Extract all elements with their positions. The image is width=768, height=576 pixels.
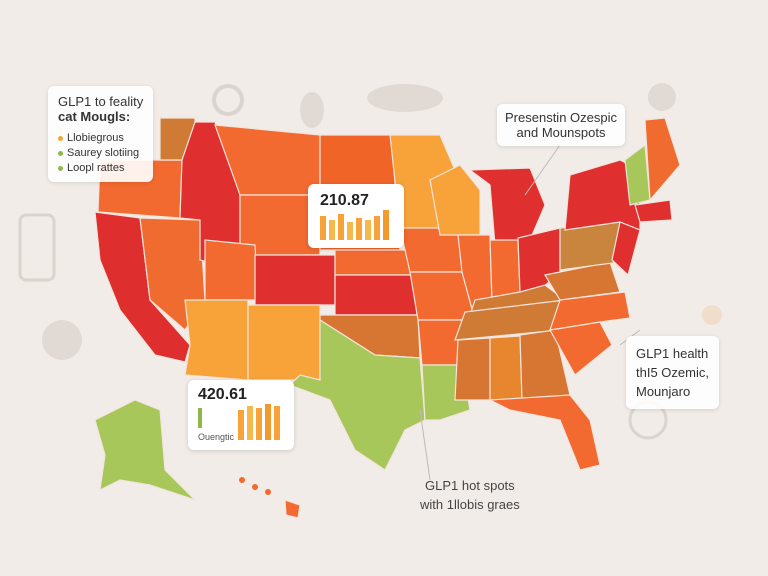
stat-card: 210.87 — [308, 184, 404, 248]
state — [489, 239, 521, 301]
state — [468, 167, 546, 246]
stat-card: 420.61 Ouengtic — [188, 380, 294, 450]
legend-title: cat Mougls: — [58, 109, 131, 124]
decor-icons — [18, 83, 722, 440]
mini-bars — [320, 210, 389, 240]
stat-value: 210.87 — [320, 192, 369, 209]
legend-label: Saurey slotiing — [67, 147, 140, 159]
mini-bars — [198, 404, 280, 440]
state — [644, 117, 681, 202]
legend-box: GLP1 to feality cat Mougls: Llobiegrous … — [48, 86, 154, 182]
legend-item: Saurey slotiing — [58, 147, 143, 159]
callout-line: GLP1 health — [636, 346, 709, 361]
legend-label: Llobiegrous — [67, 132, 124, 144]
state — [624, 143, 651, 206]
state — [94, 399, 196, 501]
callout: Presenstin Ozespic and Mounspots — [497, 104, 625, 146]
stat-label: Ouengtic — [198, 432, 235, 442]
state — [611, 221, 641, 277]
state — [204, 239, 259, 301]
state — [288, 318, 426, 471]
caption-line: with 1llobis graes — [420, 497, 520, 512]
callout: GLP1 health thI5 Ozemic, Mounjaro — [626, 336, 719, 409]
state — [239, 477, 245, 483]
state — [184, 299, 249, 381]
legend-item: Llobiegrous — [58, 132, 143, 144]
state — [429, 164, 481, 236]
callout-line: Presenstin Ozespic — [505, 110, 617, 125]
legend-title: GLP1 to feality — [58, 94, 144, 109]
state — [454, 337, 491, 401]
state — [247, 304, 321, 381]
caption: GLP1 hot spots with 1llobis graes — [420, 476, 520, 514]
legend-item: Loopl rattes — [58, 162, 143, 174]
caption-line: GLP1 hot spots — [425, 478, 515, 493]
state — [265, 489, 271, 495]
state — [487, 394, 601, 471]
callout-line: thI5 Ozemic, — [636, 365, 709, 380]
states — [94, 117, 681, 519]
state — [334, 274, 419, 316]
legend-label: Loopl rattes — [67, 162, 125, 174]
state — [254, 254, 336, 306]
callout-line: and Mounspots — [516, 125, 606, 140]
state — [284, 499, 301, 519]
state — [489, 335, 523, 401]
stat-value: 420.61 — [198, 386, 247, 403]
state — [334, 249, 416, 276]
callout-line: Mounjaro — [636, 384, 691, 399]
state — [634, 199, 673, 223]
state — [252, 484, 258, 490]
